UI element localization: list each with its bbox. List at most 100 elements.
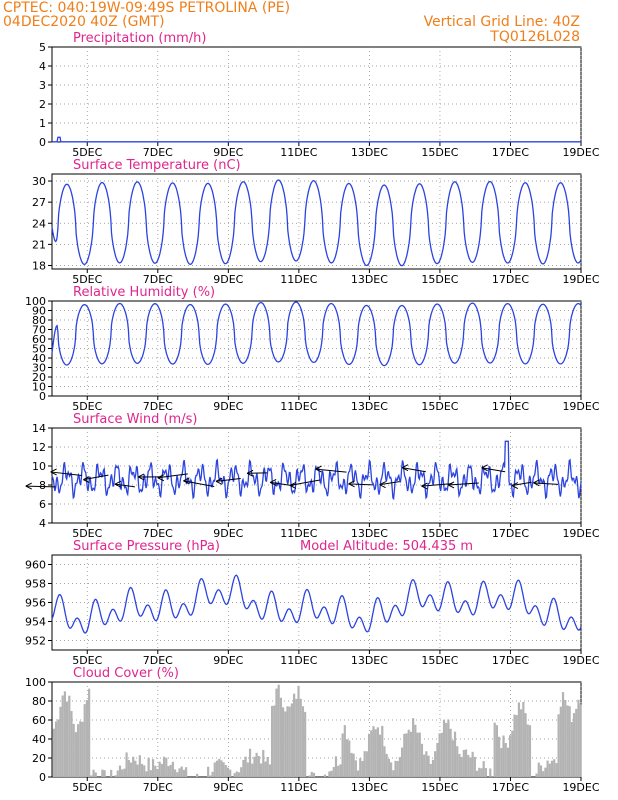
cloud-bar [471, 751, 474, 777]
cloud-bar [473, 756, 476, 777]
x-tick-label: 19DEC [562, 654, 599, 667]
y-tick-label: 952 [25, 635, 46, 648]
y-tick-label: 24 [32, 217, 46, 230]
x-tick-label: 17DEC [492, 527, 529, 540]
cloud-bar [539, 765, 543, 777]
cloud-bar [467, 754, 470, 777]
cloud-bar [394, 760, 397, 777]
cloud-bar [559, 706, 562, 777]
cloud-bar [500, 748, 503, 777]
cloud-bar [103, 770, 106, 777]
cloud-bar [579, 704, 582, 777]
cloud-bar [290, 703, 294, 777]
x-tick-label: 13DEC [351, 654, 388, 667]
cloud-bar [390, 762, 393, 777]
cloud-bar [52, 728, 55, 777]
cloud-bar [348, 740, 351, 777]
cloud-bar [81, 721, 84, 777]
cloud-bar [513, 714, 516, 777]
wind-arrow [533, 482, 559, 485]
y-tick-label: 1 [39, 117, 46, 130]
x-tick-label: 7DEC [143, 781, 173, 794]
x-tick-label: 7DEC [143, 654, 173, 667]
x-tick-label: 13DEC [351, 400, 388, 413]
wind-arrowhead [183, 477, 190, 485]
cloud-bar [484, 768, 487, 777]
cloud-bar [493, 722, 496, 777]
cloud-bar [277, 684, 280, 777]
cloud-bar [405, 733, 408, 777]
cloud-bar [165, 757, 168, 777]
cloud-bar [550, 760, 554, 777]
x-tick-label: 5DEC [72, 400, 102, 413]
cloud-bar [517, 702, 521, 777]
cloud-bar [361, 760, 364, 777]
cloud-bar [427, 755, 430, 777]
cloud-bar [564, 700, 567, 777]
wind-arrowhead [25, 482, 32, 490]
cloud-bar [242, 759, 245, 777]
cloud-bar [431, 759, 435, 777]
cloud-bar [83, 704, 86, 777]
cloud-bar [140, 763, 144, 777]
header-grid-line: Vertical Grid Line: 40Z [423, 14, 580, 30]
wind-arrow [379, 481, 400, 486]
panel-3: Surface Wind (m/s) 4 6 8 10 12 14 5DEC 7DEC 9DEC 1… [25, 412, 600, 540]
cloud-bar [374, 729, 377, 777]
cloud-bar [482, 761, 485, 777]
plot-frame [51, 427, 582, 524]
cloud-bar [460, 756, 463, 777]
cloud-bar [425, 751, 428, 777]
cloud-bar [70, 711, 73, 777]
cloud-bar [458, 753, 461, 777]
cloud-bar [178, 768, 181, 777]
cloud-bar [185, 767, 188, 777]
x-tick-label: 9DEC [213, 781, 243, 794]
cloud-bar [363, 751, 366, 777]
cloud-bar [337, 765, 340, 777]
y-tick-label: 27 [32, 196, 46, 209]
cloud-bar [88, 688, 91, 777]
cloud-bar [286, 706, 289, 777]
cloud-bar [566, 705, 569, 777]
cloud-bar [478, 767, 481, 777]
x-tick-label: 9DEC [213, 273, 243, 286]
wind-arrowhead [246, 469, 254, 477]
cloud-bar [229, 769, 232, 777]
cloud-bar [301, 706, 305, 777]
panel-title: Cloud Cover (%) [73, 666, 179, 681]
y-tick-label: 954 [25, 616, 46, 629]
cloud-bar [268, 764, 271, 777]
cloud-bar [310, 771, 313, 777]
cloud-bar [257, 756, 260, 777]
cloud-bar [440, 732, 443, 777]
x-tick-label: 15DEC [421, 146, 458, 159]
x-tick-label: 11DEC [280, 146, 317, 159]
cloud-bar [420, 743, 424, 777]
wind-arrow [183, 480, 215, 487]
plot-frame [51, 46, 582, 143]
cloud-bar [312, 772, 316, 777]
cloud-bar [54, 721, 58, 777]
cloud-bar [270, 705, 274, 777]
cloud-bar [251, 763, 254, 777]
cloud-bar [92, 769, 95, 777]
x-tick-label: 17DEC [492, 400, 529, 413]
cloud-bar [211, 771, 214, 777]
cloud-bar [418, 732, 421, 777]
cloud-bar [464, 749, 468, 777]
cloud-bar [570, 721, 573, 777]
wind-arrowhead [157, 474, 165, 482]
cloud-bar [176, 772, 179, 777]
cloud-bar [392, 770, 395, 777]
cloud-bar [215, 760, 219, 777]
wind-arrowhead [114, 480, 122, 488]
x-tick-label: 11DEC [280, 527, 317, 540]
cloud-bar [323, 774, 327, 777]
cloud-bar [528, 725, 532, 777]
cloud-bar [334, 756, 338, 777]
wind-arrow [114, 483, 135, 488]
cloud-bar [544, 767, 547, 777]
cloud-bar [207, 766, 210, 777]
x-tick-label: 13DEC [351, 781, 388, 794]
